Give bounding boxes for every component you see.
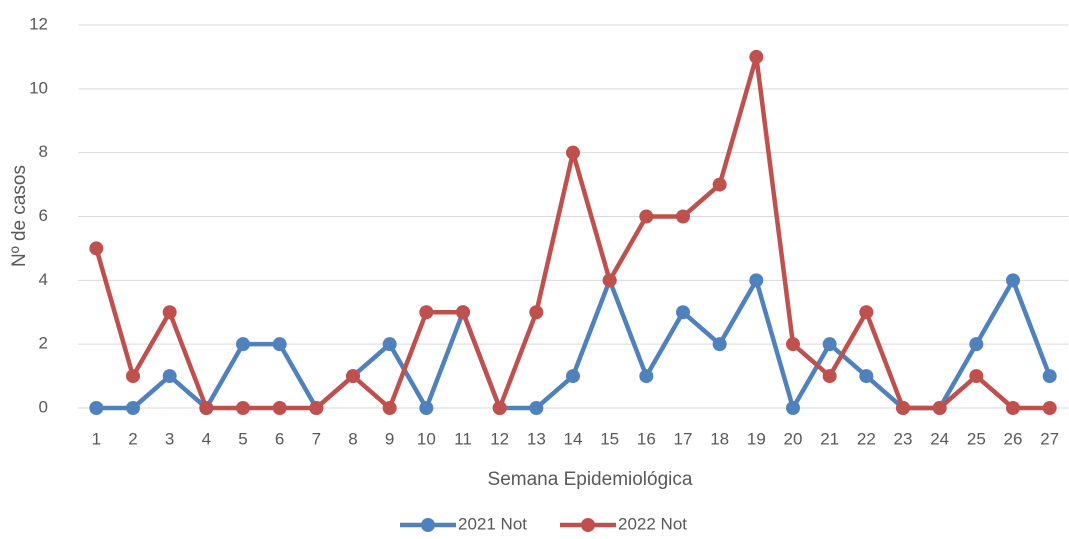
x-tick-label: 18 (710, 429, 729, 448)
x-tick-label: 17 (674, 429, 693, 448)
x-tick-label: 15 (600, 429, 619, 448)
data-point (236, 401, 250, 415)
x-tick-label: 10 (417, 429, 436, 448)
y-tick-label: 2 (39, 334, 48, 353)
data-point (602, 273, 617, 288)
x-tick-label: 14 (564, 429, 583, 448)
data-point (1042, 401, 1057, 415)
data-point (969, 337, 984, 352)
data-point (969, 369, 984, 384)
data-point (1042, 369, 1057, 384)
x-axis-title: Semana Epidemiológica (488, 469, 693, 490)
x-tick-label: 19 (747, 429, 766, 448)
x-tick-label: 3 (165, 429, 174, 448)
legend-label: 2021 Not (458, 514, 527, 533)
x-tick-label: 12 (490, 429, 509, 448)
data-point (639, 369, 654, 384)
legend-marker (581, 518, 595, 532)
data-point (566, 369, 580, 384)
data-point (382, 401, 397, 415)
data-point (419, 305, 434, 320)
x-tick-label: 22 (857, 429, 876, 448)
data-point (529, 305, 544, 320)
data-point (859, 305, 874, 320)
x-tick-label: 21 (820, 429, 839, 448)
data-point (346, 369, 360, 384)
x-tick-label: 24 (930, 429, 949, 448)
data-point (896, 401, 910, 415)
data-point (382, 337, 397, 352)
x-tick-label: 13 (527, 429, 546, 448)
data-point (712, 177, 727, 192)
data-point (676, 209, 690, 224)
legend-marker (421, 518, 435, 532)
x-tick-label: 27 (1040, 429, 1059, 448)
data-point (126, 401, 140, 415)
legend-label: 2022 Not (618, 514, 687, 533)
y-tick-label: 10 (29, 78, 48, 97)
data-point (822, 369, 837, 384)
data-point (162, 369, 177, 384)
y-tick-label: 0 (39, 397, 48, 416)
y-tick-label: 6 (39, 206, 48, 225)
y-tick-label: 4 (39, 270, 48, 289)
x-tick-label: 20 (784, 429, 803, 448)
data-point (932, 401, 947, 415)
data-point (1006, 273, 1020, 288)
data-point (566, 145, 580, 160)
data-point (89, 241, 104, 256)
x-tick-label: 6 (275, 429, 284, 448)
x-tick-label: 25 (967, 429, 986, 448)
y-tick-label: 8 (39, 142, 48, 161)
data-point (272, 337, 287, 352)
x-tick-label: 8 (348, 429, 357, 448)
data-point (126, 369, 140, 384)
data-point (676, 305, 690, 320)
x-tick-label: 7 (312, 429, 321, 448)
data-point (786, 401, 800, 415)
data-point (859, 369, 874, 384)
data-point (236, 337, 250, 352)
x-tick-label: 16 (637, 429, 656, 448)
data-point (529, 401, 544, 415)
data-point (89, 401, 104, 415)
data-point (199, 401, 214, 415)
data-point (1006, 401, 1020, 415)
data-point (272, 401, 287, 415)
x-tick-label: 4 (202, 429, 211, 448)
x-tick-label: 2 (128, 429, 137, 448)
x-tick-label: 1 (92, 429, 101, 448)
data-point (309, 401, 324, 415)
data-point (162, 305, 177, 320)
x-tick-label: 5 (238, 429, 247, 448)
data-point (786, 337, 800, 352)
series-line (94, 54, 1050, 411)
x-tick-label: 23 (894, 429, 913, 448)
y-axis-title: Nº de casos (9, 165, 30, 267)
x-tick-label: 9 (385, 429, 394, 448)
data-point (822, 337, 837, 352)
x-tick-label: 26 (1004, 429, 1023, 448)
y-tick-label: 12 (29, 14, 48, 33)
x-tick-label: 11 (454, 429, 472, 448)
data-point (639, 209, 654, 224)
data-point (456, 305, 470, 320)
data-point (419, 401, 434, 415)
data-point (492, 401, 507, 415)
data-point (749, 273, 764, 288)
data-point (712, 337, 727, 352)
data-point (749, 49, 764, 64)
